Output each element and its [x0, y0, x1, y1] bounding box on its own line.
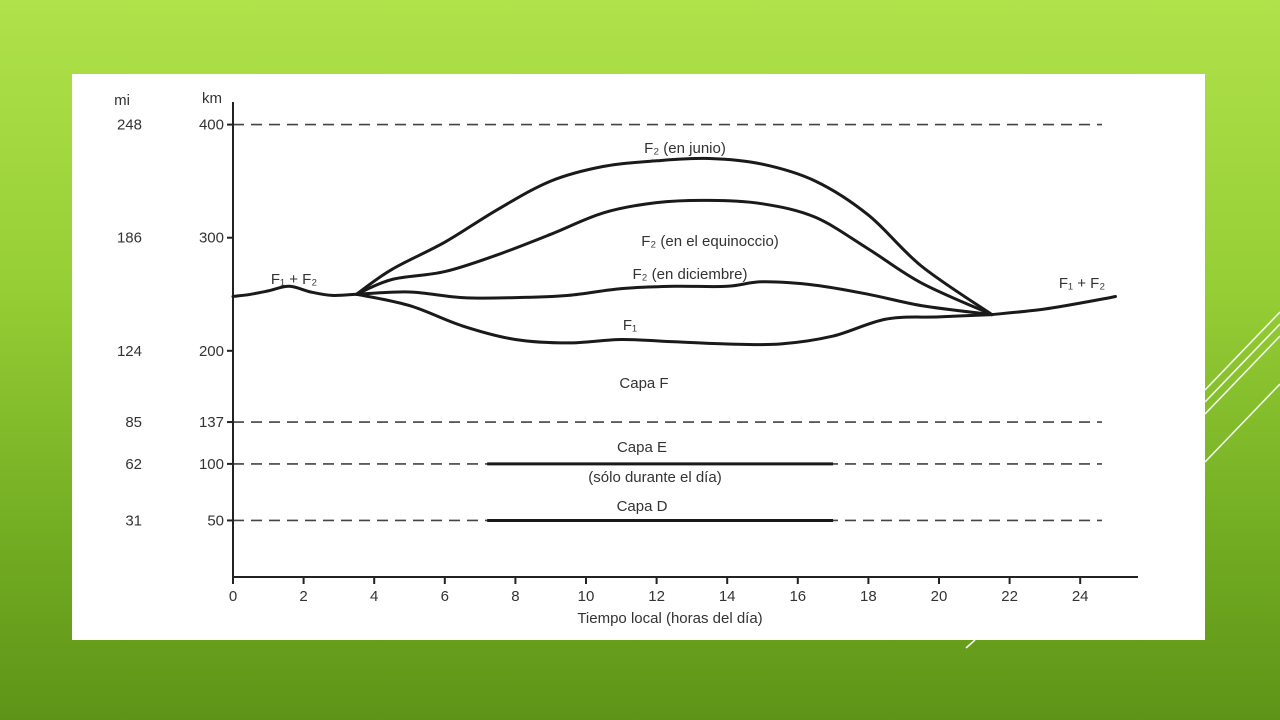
x-tick-label: 0 — [229, 588, 237, 605]
x-tick-label: 18 — [860, 588, 877, 605]
y-tick-label-mi: 186 — [117, 230, 142, 247]
dashed-levels — [233, 123, 1102, 522]
y-tick-label-km: 100 — [199, 456, 224, 473]
deco-line — [1204, 335, 1280, 415]
x-tick-label: 24 — [1072, 588, 1089, 605]
x-tick-label: 10 — [578, 588, 595, 605]
x-tick-label: 2 — [299, 588, 307, 605]
x-tick-label: 16 — [789, 588, 806, 605]
x-tick-label: 6 — [441, 588, 449, 605]
y-tick-label-km: 137 — [199, 414, 224, 431]
x-tick-label: 20 — [931, 588, 948, 605]
label-f1f2-left: F₁ + F₂ — [271, 271, 317, 288]
label-f2-diciembre: F₂ (en diciembre) — [632, 266, 747, 283]
series-line-1 — [355, 156, 994, 317]
y-tick-label-km: 300 — [199, 230, 224, 247]
label-capa-e: Capa E — [617, 439, 667, 456]
y-tick-label-mi: 62 — [125, 456, 142, 473]
label-capa-f: Capa F — [619, 375, 668, 392]
y-tick-label-mi: 124 — [117, 343, 142, 360]
y-ticks: 400 248 300 186 200 124 137 85 100 62 50 31 — [117, 117, 233, 529]
chart-card: 400 248 300 186 200 124 137 85 100 62 50 31 0 2 4 6 8 10… — [72, 74, 1205, 640]
y-tick-label-km: 50 — [207, 512, 224, 529]
deco-line — [965, 639, 976, 649]
label-f1: F₁ — [623, 317, 637, 334]
layer-bars — [487, 462, 834, 522]
deco-line — [1204, 383, 1280, 463]
x-tick-label: 14 — [719, 588, 736, 605]
y-tick-label-km: 200 — [199, 343, 224, 360]
x-tick-label: 12 — [648, 588, 665, 605]
series-line-0 — [231, 284, 358, 298]
deco-line — [1204, 323, 1280, 403]
y-tick-label-km: 400 — [199, 117, 224, 134]
x-tick-label: 4 — [370, 588, 378, 605]
label-f1f2-right: F₁ + F₂ — [1059, 275, 1105, 292]
series-curves — [231, 156, 1117, 347]
x-tick-label: 8 — [511, 588, 519, 605]
axes — [232, 102, 1138, 578]
x-ticks: 0 2 4 6 8 10 12 14 16 18 20 22 24 — [229, 577, 1089, 605]
y-unit-km: km — [202, 90, 222, 107]
deco-line — [1204, 311, 1280, 391]
series-line-4 — [355, 292, 994, 347]
y-unit-mi: mi — [114, 92, 130, 109]
y-tick-label-mi: 85 — [125, 414, 142, 431]
label-f2-junio: F₂ (en junio) — [644, 140, 726, 157]
series-line-2 — [355, 198, 994, 317]
series-line-3 — [355, 280, 994, 317]
label-capa-d: Capa D — [617, 498, 668, 515]
y-tick-label-mi: 248 — [117, 117, 142, 134]
y-tick-label-mi: 31 — [125, 512, 142, 529]
x-tick-label: 22 — [1001, 588, 1018, 605]
label-capa-e-note: (sólo durante el día) — [588, 469, 721, 486]
x-axis-title: Tiempo local (horas del día) — [577, 610, 762, 627]
series-line-5 — [990, 295, 1117, 317]
label-f2-equinoccio: F₂ (en el equinoccio) — [641, 233, 779, 250]
